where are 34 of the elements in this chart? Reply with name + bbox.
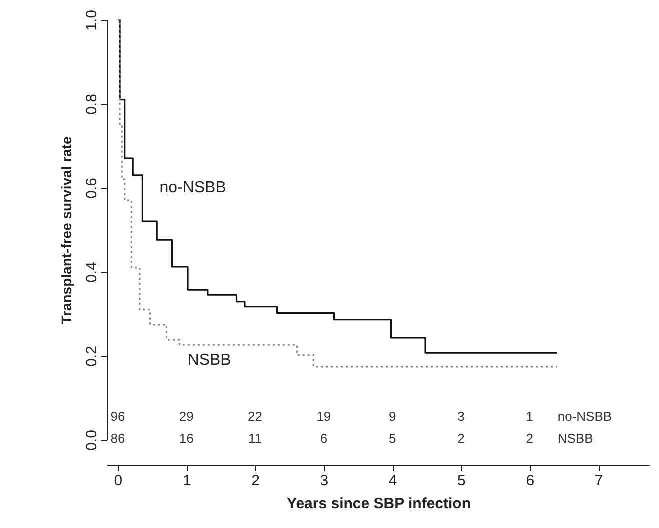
annotation: 9 bbox=[388, 409, 396, 424]
x-tick-label: 4 bbox=[388, 472, 398, 490]
annotation: 86 bbox=[110, 431, 126, 446]
x-tick-label: 7 bbox=[594, 472, 604, 490]
y-tick-label: 0.6 bbox=[84, 178, 100, 199]
x-tick-label: 5 bbox=[458, 472, 466, 490]
x-tick-label: 2 bbox=[252, 472, 260, 490]
annotation: 11 bbox=[248, 431, 262, 446]
annotation: 2 bbox=[526, 431, 534, 446]
annotation: 1 bbox=[526, 409, 534, 424]
x-axis-title: Years since SBP infection bbox=[287, 496, 471, 512]
annotation: 29 bbox=[179, 409, 194, 424]
y-tick-label: 0.4 bbox=[84, 262, 100, 283]
x-tick-label: 6 bbox=[526, 472, 535, 490]
x-tick-label: 3 bbox=[320, 472, 329, 490]
annotation: 96 bbox=[110, 409, 126, 424]
y-tick-label: 1.0 bbox=[84, 10, 100, 31]
y-axis-title: Transplant-free survival rate bbox=[58, 136, 74, 324]
y-tick-label: 0.0 bbox=[84, 430, 100, 451]
annotation: 2 bbox=[458, 431, 465, 446]
annotation: 3 bbox=[458, 409, 465, 424]
annotation: no-NSBB bbox=[558, 409, 612, 424]
annotation: NSBB bbox=[558, 431, 594, 446]
x-tick-label: 1 bbox=[182, 472, 192, 490]
annotation: 19 bbox=[316, 409, 332, 424]
series-label: no-NSBB bbox=[160, 180, 226, 197]
series-label: NSBB bbox=[188, 352, 232, 370]
annotation: 5 bbox=[388, 431, 396, 446]
annotation: 6 bbox=[320, 431, 328, 446]
y-tick-label: 0.2 bbox=[84, 346, 100, 367]
annotation: 22 bbox=[248, 409, 263, 424]
x-tick-label: 0 bbox=[114, 472, 123, 490]
annotation: 16 bbox=[179, 431, 194, 446]
y-tick-label: 0.8 bbox=[84, 94, 100, 115]
